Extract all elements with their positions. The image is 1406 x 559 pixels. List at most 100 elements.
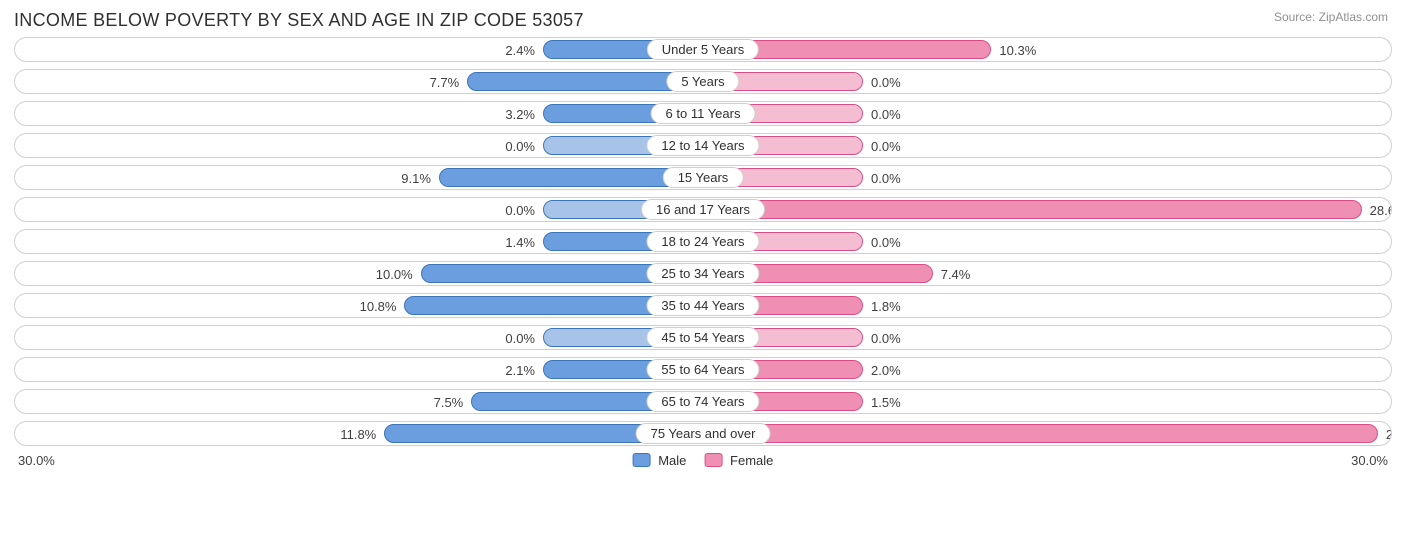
- chart-row: 2.4% 10.3% Under 5 Years: [14, 37, 1392, 62]
- row-track: 11.8% 29.4% 75 Years and over: [14, 421, 1392, 446]
- row-track: 3.2% 0.0% 6 to 11 Years: [14, 101, 1392, 126]
- female-value-label: 28.6%: [1370, 198, 1392, 222]
- female-half: 10.3%: [703, 38, 1391, 61]
- female-bar: [703, 200, 1362, 219]
- category-label: 35 to 44 Years: [646, 295, 759, 316]
- male-half: 3.2%: [15, 102, 703, 125]
- male-value-label: 7.5%: [434, 390, 464, 414]
- male-value-label: 11.8%: [340, 422, 376, 446]
- male-half: 0.0%: [15, 198, 703, 221]
- category-label: 6 to 11 Years: [651, 103, 756, 124]
- chart-row: 0.0% 28.6% 16 and 17 Years: [14, 197, 1392, 222]
- male-value-label: 3.2%: [505, 102, 535, 126]
- female-value-label: 0.0%: [871, 166, 901, 190]
- category-label: 75 Years and over: [636, 423, 771, 444]
- female-half: 28.6%: [703, 198, 1391, 221]
- male-value-label: 1.4%: [505, 230, 535, 254]
- axis-label-right: 30.0%: [1351, 453, 1388, 468]
- female-half: 29.4%: [703, 422, 1391, 445]
- female-half: 0.0%: [703, 230, 1391, 253]
- chart-row: 2.1% 2.0% 55 to 64 Years: [14, 357, 1392, 382]
- chart-header: INCOME BELOW POVERTY BY SEX AND AGE IN Z…: [0, 0, 1406, 37]
- female-value-label: 0.0%: [871, 326, 901, 350]
- female-value-label: 7.4%: [941, 262, 971, 286]
- female-value-label: 0.0%: [871, 230, 901, 254]
- male-value-label: 0.0%: [505, 326, 535, 350]
- category-label: 16 and 17 Years: [641, 199, 765, 220]
- male-value-label: 10.0%: [376, 262, 413, 286]
- row-track: 2.4% 10.3% Under 5 Years: [14, 37, 1392, 62]
- row-track: 7.5% 1.5% 65 to 74 Years: [14, 389, 1392, 414]
- female-half: 2.0%: [703, 358, 1391, 381]
- row-track: 10.0% 7.4% 25 to 34 Years: [14, 261, 1392, 286]
- female-half: 0.0%: [703, 134, 1391, 157]
- chart-row: 3.2% 0.0% 6 to 11 Years: [14, 101, 1392, 126]
- chart-row: 0.0%0.0%12 to 14 Years: [14, 133, 1392, 158]
- female-value-label: 0.0%: [871, 102, 901, 126]
- chart-title: INCOME BELOW POVERTY BY SEX AND AGE IN Z…: [14, 10, 584, 31]
- male-half: 1.4%: [15, 230, 703, 253]
- legend-female-label: Female: [730, 453, 773, 468]
- female-bar: [703, 424, 1378, 443]
- row-track: 0.0% 0.0% 45 to 54 Years: [14, 325, 1392, 350]
- male-half: 0.0%: [15, 134, 703, 157]
- male-half: 9.1%: [15, 166, 703, 189]
- category-label: 15 Years: [663, 167, 744, 188]
- chart-source: Source: ZipAtlas.com: [1274, 10, 1388, 24]
- chart-row: 7.5% 1.5% 65 to 74 Years: [14, 389, 1392, 414]
- legend: Male Female: [633, 453, 774, 468]
- chart-row: 0.0% 0.0% 45 to 54 Years: [14, 325, 1392, 350]
- male-half: 10.8%: [15, 294, 703, 317]
- chart-row: 10.0% 7.4% 25 to 34 Years: [14, 261, 1392, 286]
- legend-swatch-male: [633, 453, 651, 467]
- category-label: 45 to 54 Years: [646, 327, 759, 348]
- female-half: 0.0%: [703, 326, 1391, 349]
- female-value-label: 2.0%: [871, 358, 901, 382]
- chart-row: 9.1% 0.0% 15 Years: [14, 165, 1392, 190]
- male-value-label: 2.4%: [505, 38, 535, 62]
- female-half: 1.8%: [703, 294, 1391, 317]
- male-half: 7.5%: [15, 390, 703, 413]
- category-label: 65 to 74 Years: [646, 391, 759, 412]
- female-value-label: 1.8%: [871, 294, 901, 318]
- category-label: 5 Years: [666, 71, 739, 92]
- male-value-label: 9.1%: [401, 166, 431, 190]
- category-label: 25 to 34 Years: [646, 263, 759, 284]
- female-value-label: 10.3%: [999, 38, 1036, 62]
- row-track: 2.1% 2.0% 55 to 64 Years: [14, 357, 1392, 382]
- male-half: 0.0%: [15, 326, 703, 349]
- female-half: 0.0%: [703, 166, 1391, 189]
- category-label: 12 to 14 Years: [646, 135, 759, 156]
- female-half: 0.0%: [703, 70, 1391, 93]
- male-half: 10.0%: [15, 262, 703, 285]
- legend-male: Male: [633, 453, 687, 468]
- category-label: 55 to 64 Years: [646, 359, 759, 380]
- female-value-label: 29.4%: [1386, 422, 1392, 446]
- legend-female: Female: [704, 453, 773, 468]
- legend-swatch-female: [704, 453, 722, 467]
- male-half: 2.4%: [15, 38, 703, 61]
- male-value-label: 7.7%: [430, 70, 460, 94]
- legend-male-label: Male: [658, 453, 686, 468]
- row-track: 7.7% 0.0% 5 Years: [14, 69, 1392, 94]
- male-value-label: 0.0%: [505, 134, 535, 158]
- male-value-label: 0.0%: [505, 198, 535, 222]
- category-label: Under 5 Years: [647, 39, 759, 60]
- male-value-label: 2.1%: [505, 358, 535, 382]
- female-half: 0.0%: [703, 102, 1391, 125]
- female-value-label: 0.0%: [871, 70, 901, 94]
- female-half: 1.5%: [703, 390, 1391, 413]
- male-half: 7.7%: [15, 70, 703, 93]
- row-track: 1.4%0.0%18 to 24 Years: [14, 229, 1392, 254]
- row-track: 0.0%0.0%12 to 14 Years: [14, 133, 1392, 158]
- row-track: 10.8% 1.8% 35 to 44 Years: [14, 293, 1392, 318]
- chart-area: 2.4% 10.3% Under 5 Years 7.7% 0.0% 5 Years 3.2…: [0, 37, 1406, 446]
- male-half: 2.1%: [15, 358, 703, 381]
- female-half: 7.4%: [703, 262, 1391, 285]
- axis-row: 30.0% Male Female 30.0%: [0, 453, 1406, 475]
- axis-label-left: 30.0%: [18, 453, 55, 468]
- chart-row: 1.4%0.0%18 to 24 Years: [14, 229, 1392, 254]
- female-value-label: 1.5%: [871, 390, 901, 414]
- row-track: 0.0% 28.6% 16 and 17 Years: [14, 197, 1392, 222]
- male-value-label: 10.8%: [360, 294, 397, 318]
